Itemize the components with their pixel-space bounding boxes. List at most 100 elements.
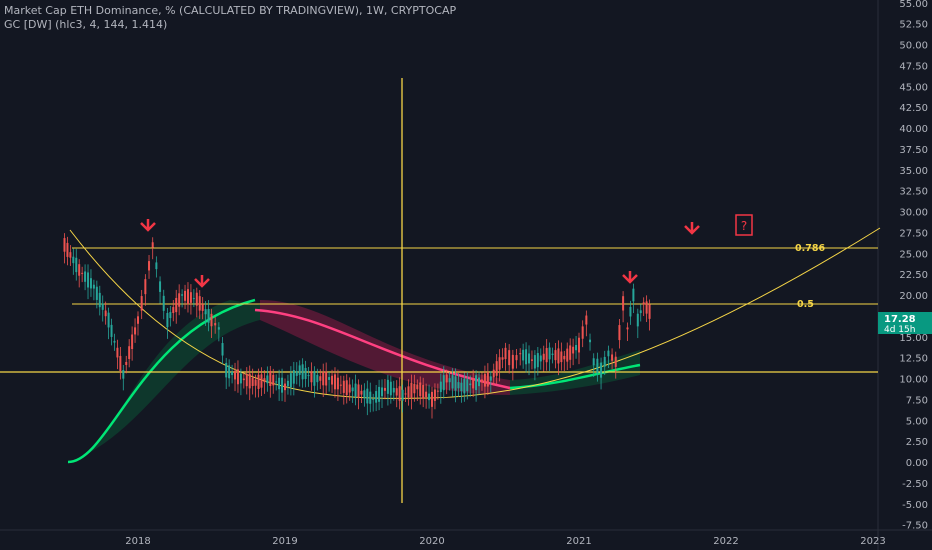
candle xyxy=(198,296,201,311)
candle xyxy=(392,387,395,393)
candle xyxy=(84,271,87,282)
price-badge-value: 17.28 xyxy=(884,314,916,325)
candle xyxy=(585,315,588,325)
candle xyxy=(407,386,410,398)
candle xyxy=(101,303,104,310)
candle xyxy=(178,293,181,307)
candle xyxy=(140,296,143,311)
candle xyxy=(483,373,486,387)
candle xyxy=(307,375,310,377)
candle xyxy=(626,327,629,330)
candle xyxy=(98,292,101,308)
candle xyxy=(569,345,572,360)
candle xyxy=(410,382,413,398)
candle xyxy=(436,390,439,392)
candle xyxy=(92,284,95,289)
candle xyxy=(498,357,501,370)
candle xyxy=(225,362,228,378)
candle xyxy=(563,355,566,360)
candle xyxy=(398,386,401,401)
candle xyxy=(245,374,248,387)
candle xyxy=(425,391,428,398)
candle xyxy=(292,369,295,384)
candle xyxy=(572,346,575,354)
y-tick-label: 45.00 xyxy=(899,82,928,93)
candle xyxy=(107,312,110,328)
y-tick-label: 27.50 xyxy=(899,228,928,239)
candle xyxy=(454,376,457,391)
candle xyxy=(575,344,578,351)
x-tick-label: 2022 xyxy=(713,536,738,547)
y-tick-label: 30.00 xyxy=(899,208,928,219)
candle xyxy=(75,257,78,273)
candle xyxy=(295,371,298,376)
x-axis: 2018 2019 2020 2021 2022 2023 xyxy=(125,536,885,547)
candle xyxy=(354,383,357,397)
candle xyxy=(186,289,189,305)
candle xyxy=(125,361,128,365)
candle xyxy=(472,378,475,389)
candle xyxy=(72,256,75,264)
candle xyxy=(331,375,334,385)
candle xyxy=(348,384,351,393)
candle xyxy=(272,374,275,386)
candle xyxy=(116,347,119,358)
candle xyxy=(386,379,389,394)
candle xyxy=(231,371,234,376)
candle xyxy=(416,384,419,390)
y-axis: 55.00 52.50 50.00 47.50 45.00 42.50 40.00 37.50… xyxy=(899,0,928,532)
candle xyxy=(478,377,481,387)
candle xyxy=(242,378,245,381)
candle xyxy=(486,372,489,387)
candle xyxy=(137,316,139,324)
x-tick-label: 2021 xyxy=(566,536,591,547)
candle xyxy=(289,373,292,388)
candle xyxy=(648,304,651,319)
y-tick-label: 25.00 xyxy=(899,249,928,260)
y-tick-label: -7.50 xyxy=(902,521,928,532)
candle xyxy=(269,370,272,387)
candle xyxy=(195,292,198,306)
candle xyxy=(298,365,301,375)
candle xyxy=(151,242,154,248)
candle xyxy=(607,350,610,357)
y-tick-label: 50.00 xyxy=(899,41,928,52)
candle xyxy=(251,377,254,386)
candle xyxy=(632,288,635,302)
candle xyxy=(175,297,178,313)
candle xyxy=(596,358,599,374)
candle xyxy=(578,337,580,353)
candle xyxy=(339,384,342,386)
arrow-3 xyxy=(622,271,638,284)
candle xyxy=(148,261,151,271)
candle xyxy=(110,324,113,337)
candle xyxy=(545,348,548,363)
candle xyxy=(69,252,72,258)
candle xyxy=(622,296,625,311)
down-arrows xyxy=(140,219,700,288)
candle xyxy=(248,373,251,389)
candle xyxy=(207,308,210,323)
candle xyxy=(603,356,606,367)
candle xyxy=(508,350,511,366)
y-tick-label: -5.00 xyxy=(902,500,928,511)
y-tick-label: 22.50 xyxy=(899,270,928,281)
candle xyxy=(217,327,220,330)
question-box xyxy=(735,214,753,236)
candle xyxy=(401,389,404,401)
candle xyxy=(159,281,162,292)
candle xyxy=(328,377,331,380)
y-tick-label: 47.50 xyxy=(899,61,928,72)
candle xyxy=(515,355,518,361)
green-curve xyxy=(67,298,256,464)
candle xyxy=(144,279,147,295)
candle xyxy=(413,383,416,394)
y-tick-label: 7.50 xyxy=(906,395,928,406)
price-badge xyxy=(878,312,932,334)
candle xyxy=(480,379,483,383)
candle xyxy=(618,325,621,341)
candle xyxy=(155,262,158,270)
candle xyxy=(551,353,554,355)
candle xyxy=(533,355,536,369)
